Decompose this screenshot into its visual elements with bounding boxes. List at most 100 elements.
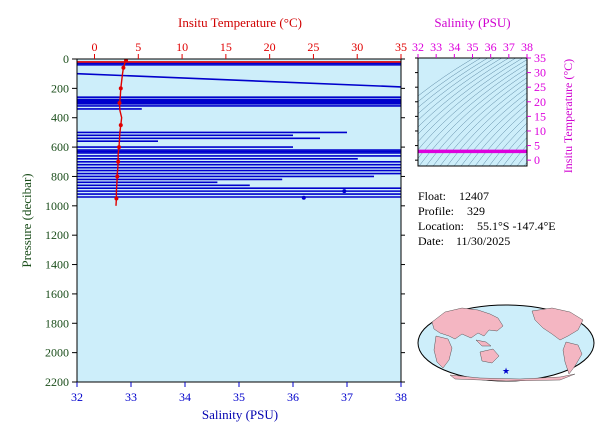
temperature-tick-label: 25 (307, 40, 319, 54)
pressure-tick-label: 2200 (45, 375, 69, 389)
world-map: ★ (417, 304, 595, 382)
ts-temperature-tick-label: 25 (534, 80, 546, 94)
float-value: 12407 (459, 189, 489, 203)
bottom-axis-label: Salinity (PSU) (202, 407, 278, 422)
main-plot-area (77, 59, 401, 382)
ts-plot-content (418, 58, 527, 166)
temperature-point (121, 65, 126, 70)
salinity-tick-label: 37 (341, 390, 353, 404)
isopycnal-line (418, 58, 496, 114)
isopycnal-line (509, 144, 527, 166)
isopycnal-line (418, 58, 475, 97)
isopycnal-line (418, 58, 524, 143)
temperature-point (117, 101, 122, 106)
ts-temperature-tick-label: 20 (534, 95, 546, 109)
ts-salinity-tick-label: 37 (503, 40, 515, 54)
location-label: Location: (418, 219, 464, 233)
ts-salinity-tick-label: 35 (467, 40, 479, 54)
pressure-tick-label: 1600 (45, 287, 69, 301)
ts-temperature-tick-label: 0 (534, 153, 540, 167)
pressure-tick-label: 600 (51, 140, 69, 154)
ts-salinity-tick-label: 32 (412, 40, 424, 54)
isopycnal-line (467, 103, 527, 166)
ts-temperature-tick-label: 35 (534, 51, 546, 65)
ts-temperature-tick-label: 5 (534, 139, 540, 153)
date-value: 11/30/2025 (456, 234, 510, 248)
pressure-tick-label: 2000 (45, 346, 69, 360)
isopycnal-line (418, 58, 489, 108)
temperature-tick-label: 35 (395, 40, 407, 54)
ts-temperature-tick-label: 30 (534, 66, 546, 80)
temperature-tick-label: 15 (220, 40, 232, 54)
map-land-north-america (531, 307, 584, 341)
isopycnal-line (439, 82, 527, 166)
ts-top-axis-label: Salinity (PSU) (434, 15, 510, 30)
temperature-tick-label: 0 (92, 40, 98, 54)
ts-temperature-tick-label: 10 (534, 124, 546, 138)
ts-isopycnals (418, 58, 527, 166)
isopycnal-line (488, 122, 527, 166)
isopycnal-line (516, 153, 527, 166)
map-land-africa (433, 335, 453, 369)
isopycnal-line (418, 58, 503, 121)
salinity-point (301, 195, 306, 200)
ts-temperature-tick-label: 15 (534, 109, 546, 123)
temperature-point (117, 145, 122, 150)
pressure-tick-label: 1200 (45, 228, 69, 242)
salinity-point (342, 189, 347, 194)
ts-plot-area (418, 58, 527, 166)
pressure-tick-label: 800 (51, 169, 69, 183)
isopycnal-line (460, 98, 527, 166)
location-value: 55.1°S -147.4°E (477, 219, 556, 233)
temperature-tick-label: 10 (176, 40, 188, 54)
float-label: Float: (418, 189, 446, 203)
salinity-tick-label: 35 (233, 390, 245, 404)
salinity-profile-segment (76, 72, 402, 88)
map-land-south-america (562, 341, 583, 375)
map-land-indonesia (475, 339, 492, 347)
isopycnal-line (495, 129, 527, 166)
salinity-tick-label: 33 (125, 390, 137, 404)
temperature-point (114, 196, 119, 201)
temperature-point (115, 174, 120, 179)
date-label: Date: (418, 234, 444, 248)
isopycnal-line (418, 59, 527, 151)
isopycnal-line (481, 116, 527, 166)
top-axis-label: Insitu Temperature (°C) (178, 15, 302, 30)
pressure-tick-label: 200 (51, 81, 69, 95)
salinity-tick-label: 36 (287, 390, 299, 404)
isopycnal-line (432, 77, 527, 166)
temperature-tick-label: 5 (135, 40, 141, 54)
float-info: Float: 12407 Profile: 329 Location: 55.1… (418, 189, 556, 248)
salinity-tick-label: 38 (395, 390, 407, 404)
temperature-point (118, 86, 123, 91)
ts-salinity-tick-label: 38 (521, 40, 533, 54)
map-land-australia (479, 348, 500, 364)
ts-salinity-tick-label: 36 (485, 40, 497, 54)
ts-salinity-tick-label: 33 (430, 40, 442, 54)
isopycnal-line (418, 68, 527, 166)
isopycnal-line (446, 87, 527, 166)
isopycnal-line (474, 109, 527, 166)
pressure-axis-label: Pressure (decibar) (19, 173, 34, 267)
ts-salinity-tick-label: 34 (448, 40, 460, 54)
pressure-tick-label: 1000 (45, 199, 69, 213)
isopycnal-line (418, 58, 482, 102)
isopycnal-line (425, 72, 527, 166)
isopycnal-line (418, 63, 527, 159)
main-axes: 0 5 10 15 20 25 30 35 32 33 34 35 36 37 38 0 200 400 600 80… (45, 40, 407, 404)
isopycnal-line (418, 58, 517, 135)
profile-label: Profile: (418, 204, 454, 218)
isopycnal-line (502, 137, 527, 166)
pressure-tick-label: 1800 (45, 316, 69, 330)
isopycnal-line (418, 58, 510, 128)
temperature-tick-label: 30 (351, 40, 363, 54)
salinity-tick-label: 34 (179, 390, 191, 404)
map-land-eurasia (431, 307, 504, 340)
temperature-tick-label: 20 (264, 40, 276, 54)
profile-value: 329 (467, 204, 485, 218)
pressure-tick-label: 400 (51, 111, 69, 125)
isopycnal-line (453, 92, 527, 166)
